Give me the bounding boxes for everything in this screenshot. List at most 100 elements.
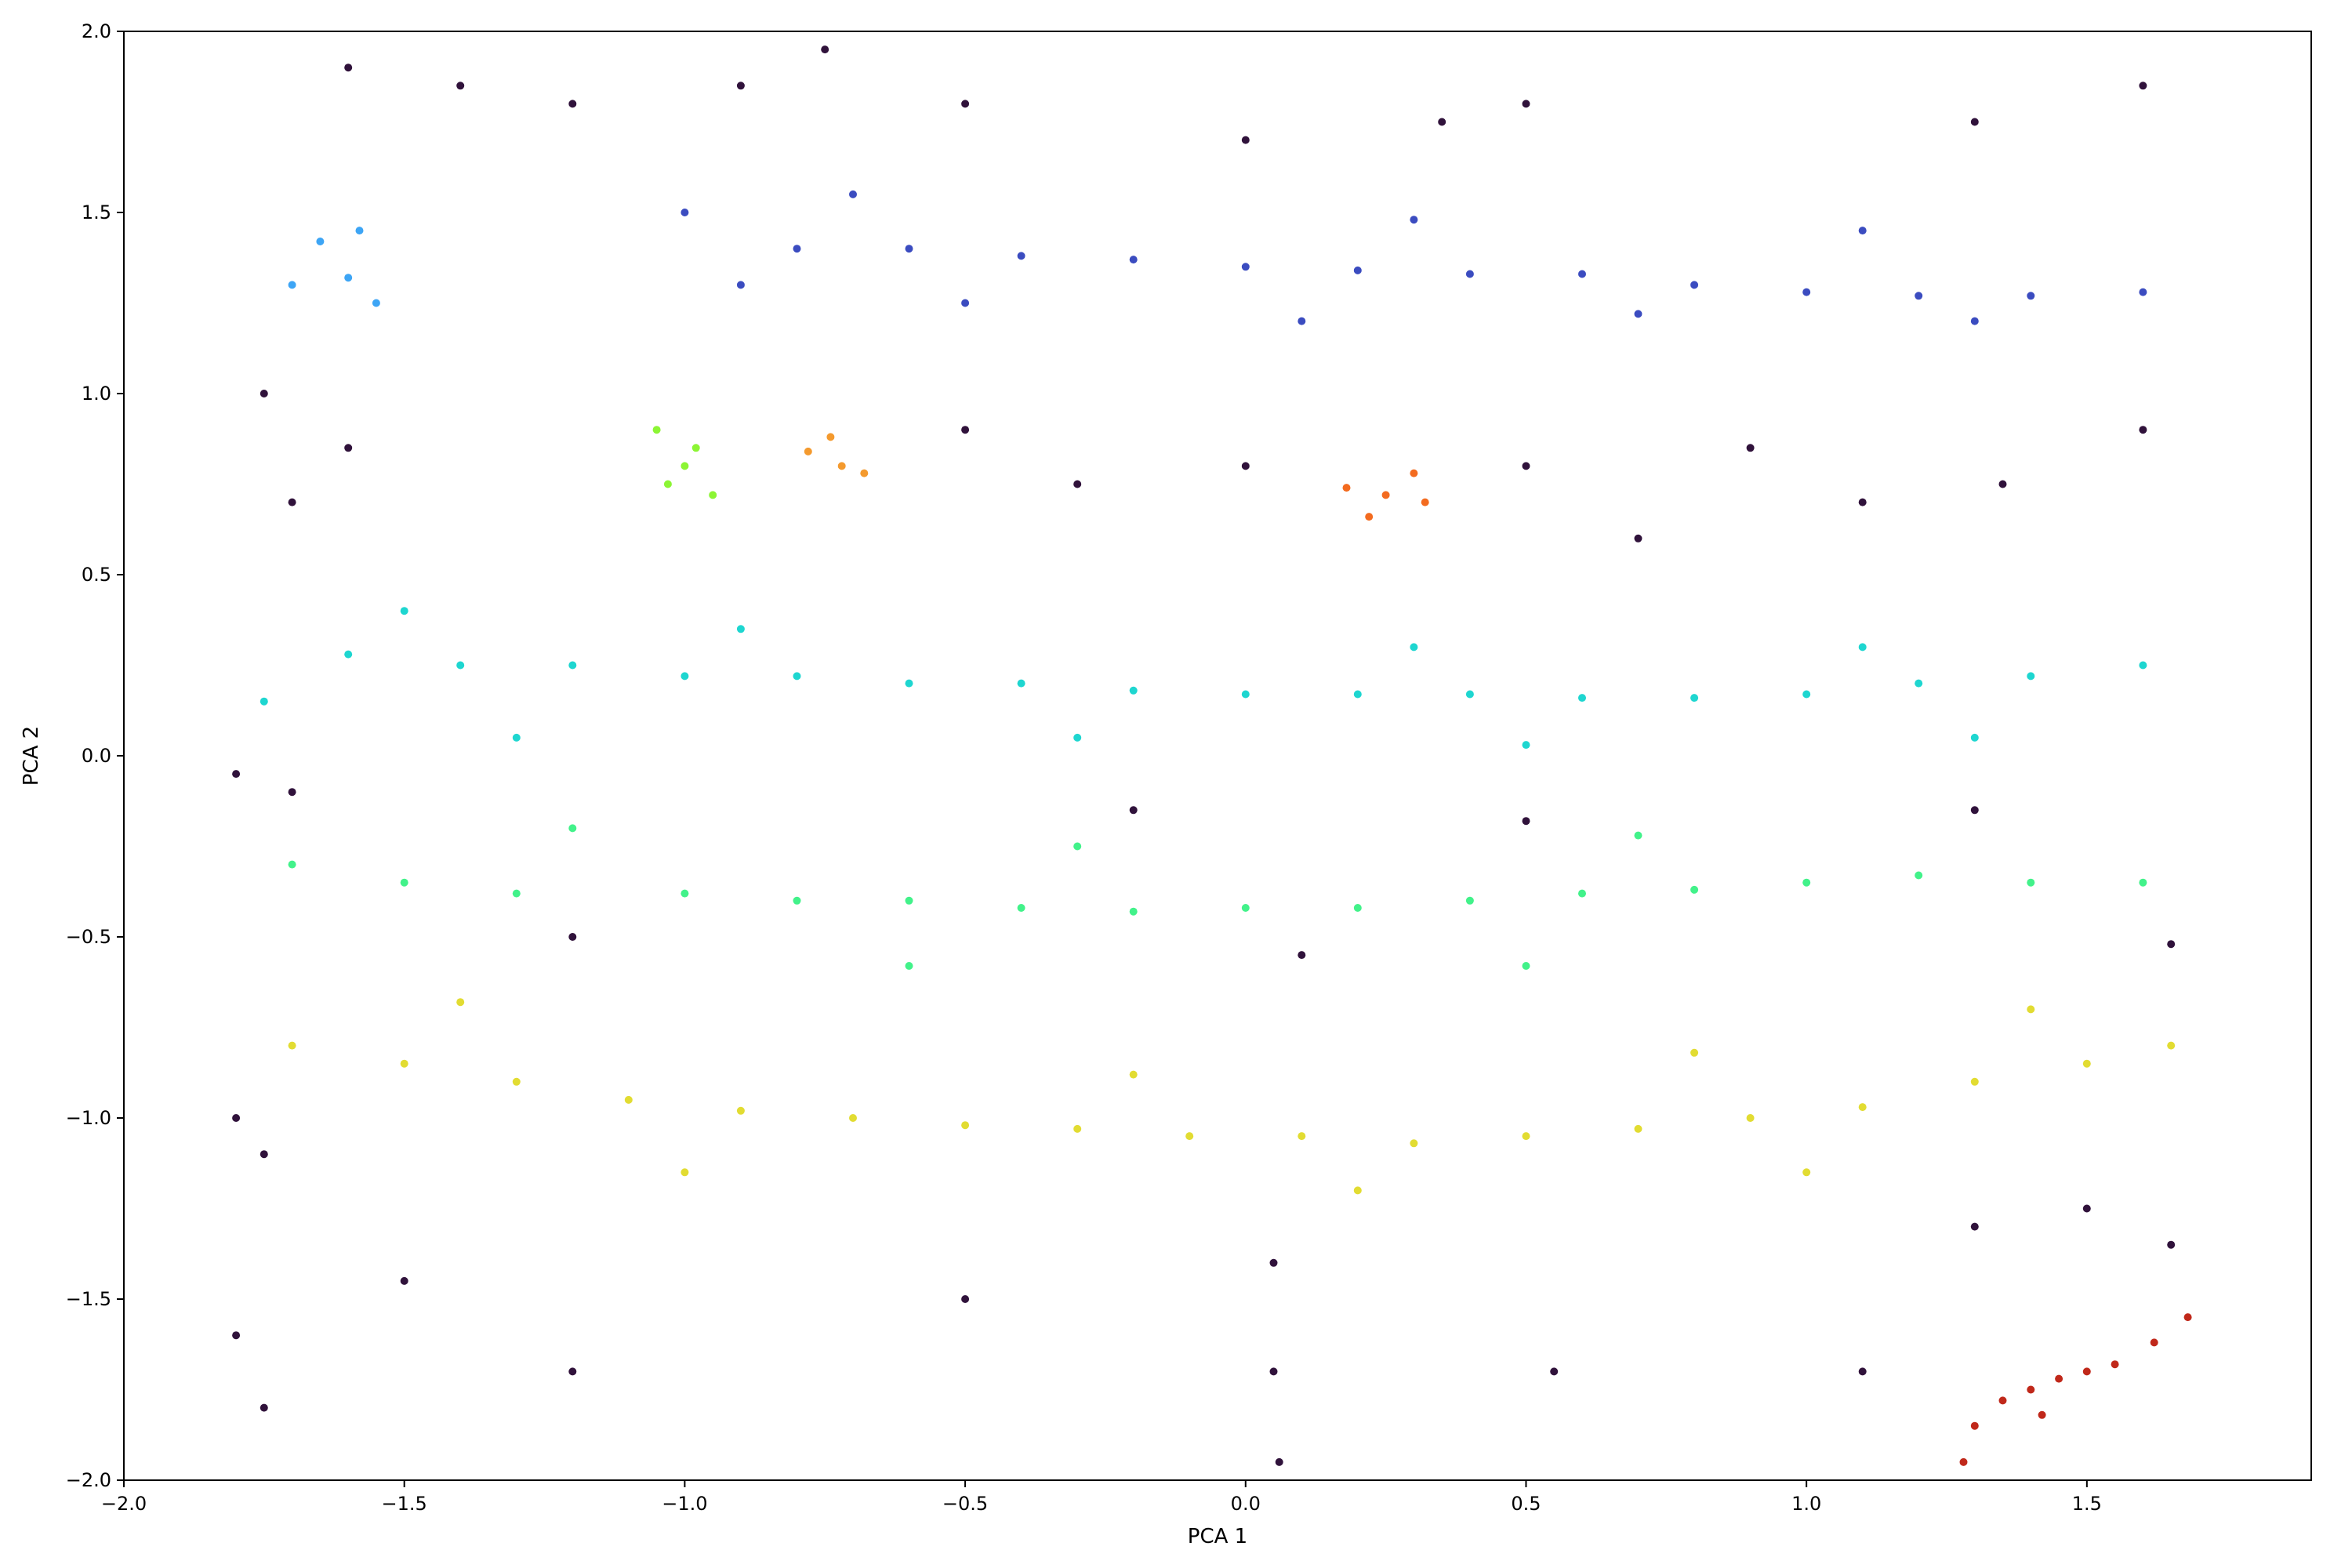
- scatter-point: [1522, 1132, 1530, 1141]
- y-axis-ticks: −2.0 −1.5 −1.0 −0.5 0.0 0.5 1.0 1.5 2.0: [66, 20, 124, 1491]
- scatter-point: [961, 299, 970, 307]
- scatter-point: [905, 245, 913, 253]
- scatter-point: [568, 661, 577, 670]
- scatter-point: [2167, 1240, 2176, 1249]
- y-tick-label: 1.5: [82, 201, 111, 223]
- scatter-point: [2082, 1204, 2091, 1213]
- scatter-point: [2150, 1338, 2158, 1347]
- y-tick-label: 0.5: [82, 564, 111, 586]
- x-tick-label: −1.5: [382, 1493, 427, 1515]
- scatter-point: [2082, 1367, 2091, 1376]
- scatter-point: [2167, 940, 2176, 949]
- scatter-point: [400, 878, 408, 887]
- scatter-point: [1269, 1367, 1278, 1376]
- scatter-point: [1381, 491, 1390, 499]
- scatter-point: [1241, 690, 1250, 699]
- scatter-point: [1970, 1222, 1979, 1231]
- scatter-point: [1970, 118, 1979, 126]
- scatter-point: [691, 444, 700, 452]
- scatter-point: [2027, 1385, 2035, 1394]
- scatter-point: [1915, 679, 1923, 688]
- scatter-point: [1353, 1186, 1362, 1195]
- scatter-point: [568, 100, 577, 108]
- scatter-point: [821, 45, 829, 54]
- scatter-point: [1858, 1367, 1867, 1376]
- scatter-point: [372, 299, 380, 307]
- y-tick-label: −1.5: [66, 1288, 111, 1310]
- scatter-point: [1129, 806, 1138, 815]
- scatter-point: [1690, 281, 1699, 289]
- scatter-point: [355, 227, 364, 235]
- scatter-point: [1410, 1139, 1418, 1148]
- scatter-point: [1241, 462, 1250, 470]
- y-tick-label: 1.0: [82, 383, 111, 405]
- scatter-point: [1421, 498, 1429, 506]
- scatter-point: [316, 238, 325, 245]
- scatter-point: [1802, 1168, 1811, 1177]
- scatter-point: [1241, 263, 1250, 271]
- scatter-point: [1634, 534, 1642, 543]
- scatter-point: [1465, 270, 1474, 278]
- scatter-point: [681, 209, 689, 216]
- y-tick-label: 2.0: [82, 20, 111, 42]
- scatter-point: [2139, 661, 2147, 670]
- scatter-point: [1858, 227, 1867, 235]
- scatter-point: [2167, 1041, 2176, 1050]
- scatter-point: [456, 661, 465, 670]
- scatter-point: [849, 190, 857, 198]
- scatter-point: [1970, 806, 1979, 815]
- scatter-point: [400, 1059, 408, 1068]
- scatter-point: [2139, 426, 2147, 434]
- scatter-point: [905, 679, 913, 688]
- scatter-point: [709, 491, 717, 499]
- scatter-point: [2027, 1005, 2035, 1014]
- scatter-point: [1298, 951, 1306, 960]
- scatter-point: [1438, 118, 1446, 126]
- scatter-point: [1017, 904, 1025, 912]
- scatter-point: [260, 390, 268, 397]
- scatter-point: [681, 672, 689, 681]
- scatter-point: [2139, 878, 2147, 887]
- scatter-point: [1550, 1367, 1559, 1376]
- scatter-point: [1858, 1103, 1867, 1112]
- x-axis-ticks: −2.0 −1.5 −1.0 −0.5 0.0 0.5 1.0 1.5: [101, 1480, 2102, 1515]
- scatter-point: [624, 1095, 633, 1104]
- scatter-point: [1522, 100, 1530, 108]
- scatter-point: [793, 672, 801, 681]
- scatter-point: [961, 100, 970, 108]
- scatter-point: [1017, 252, 1025, 260]
- scatter-point: [232, 770, 241, 779]
- scatter-point: [1802, 288, 1811, 296]
- scatter-point: [681, 889, 689, 898]
- scatter-point: [1970, 1077, 1979, 1086]
- scatter-point: [1690, 885, 1699, 894]
- scatter-point: [260, 697, 268, 706]
- scatter-point: [1073, 733, 1082, 742]
- scatter-point: [512, 889, 521, 898]
- scatter-point: [512, 1077, 521, 1086]
- scatter-point: [1802, 690, 1811, 699]
- scatter-point: [736, 625, 745, 633]
- scatter-point: [1970, 733, 1979, 742]
- x-tick-label: 1.5: [2072, 1493, 2102, 1515]
- scatter-point: [793, 245, 801, 253]
- scatter-point: [1298, 1132, 1306, 1141]
- scatter-point: [1241, 904, 1250, 912]
- scatter-point: [1269, 1258, 1278, 1267]
- scatter-point: [344, 274, 353, 282]
- scatter-point: [1342, 484, 1351, 492]
- scatter-point: [663, 480, 672, 488]
- scatter-point: [1275, 1457, 1283, 1466]
- scatter-point: [2111, 1360, 2119, 1369]
- scatter-point: [837, 462, 846, 470]
- x-tick-label: 0.0: [1231, 1493, 1261, 1515]
- scatter-point: [1129, 686, 1138, 695]
- scatter-point: [1970, 317, 1979, 325]
- scatter-point: [2027, 672, 2035, 681]
- scatter-point: [1522, 741, 1530, 750]
- scatter-point: [568, 824, 577, 833]
- scatter-point: [860, 469, 869, 477]
- scatter-point: [1578, 889, 1586, 898]
